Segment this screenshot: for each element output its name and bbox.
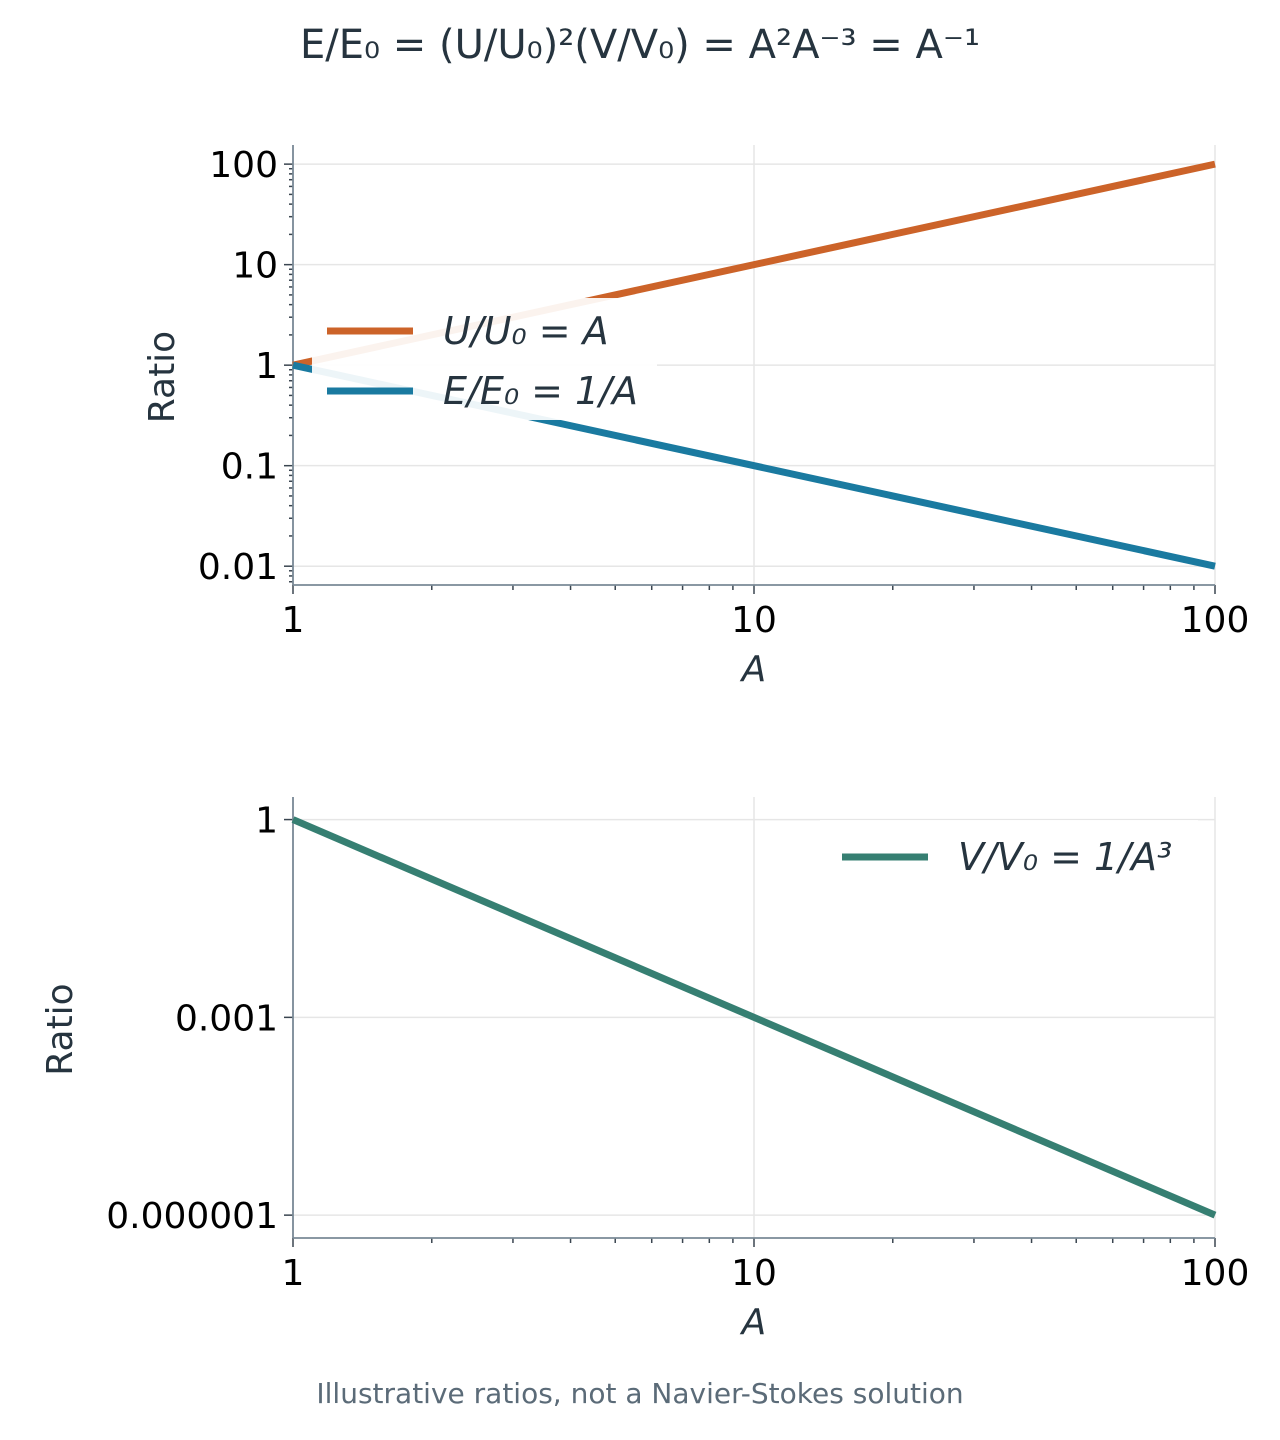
legend-label: V/V₀ = 1/A³: [958, 835, 1172, 879]
y-tick-label: 1: [255, 801, 278, 842]
y-tick-label: 1: [255, 346, 278, 387]
y-tick-label: 0.01: [198, 547, 278, 588]
y-tick-label: 0.1: [221, 447, 278, 488]
x-tick-label: 10: [731, 600, 777, 641]
x-tick-label: 10: [731, 1253, 777, 1294]
chart-title: E/E₀ = (U/U₀)²(V/V₀) = A²A⁻³ = A⁻¹: [300, 22, 980, 68]
series-line-0: [291, 816, 1217, 1219]
legend-label: E/E₀ = 1/A: [443, 369, 638, 413]
x-axis-label: A: [740, 649, 767, 690]
y-tick-label: 0.000001: [106, 1196, 278, 1237]
legend-box: [312, 298, 657, 420]
x-axis-label: A: [740, 1302, 767, 1343]
y-tick-label: 10: [232, 246, 278, 287]
x-tick-label: 1: [282, 600, 305, 641]
y-tick-label: 0.001: [175, 998, 278, 1039]
chart-panel-bottom: 1 10 100 0.000001 0.001 1 V/V₀ = 1/A³ A Ratio: [40, 797, 1249, 1343]
y-axis-label: Ratio: [142, 331, 183, 423]
x-tick-label: 100: [1181, 600, 1250, 641]
legend: U/U₀ = A E/E₀ = 1/A: [312, 298, 657, 420]
y-tick-label: 100: [209, 145, 278, 186]
x-tick-label: 100: [1181, 1253, 1250, 1294]
x-tick-label: 1: [282, 1253, 305, 1294]
y-axis-label: Ratio: [40, 983, 81, 1075]
legend: V/V₀ = 1/A³: [820, 820, 1198, 895]
chart-panel-top: 1 10 100 0.01 0.1 1 10 100 U/U₀ = A E/E₀ = 1/A A Ra…: [142, 145, 1249, 690]
legend-label: U/U₀ = A: [443, 309, 609, 353]
footnote: Illustrative ratios, not a Navier-Stokes…: [316, 1377, 963, 1410]
